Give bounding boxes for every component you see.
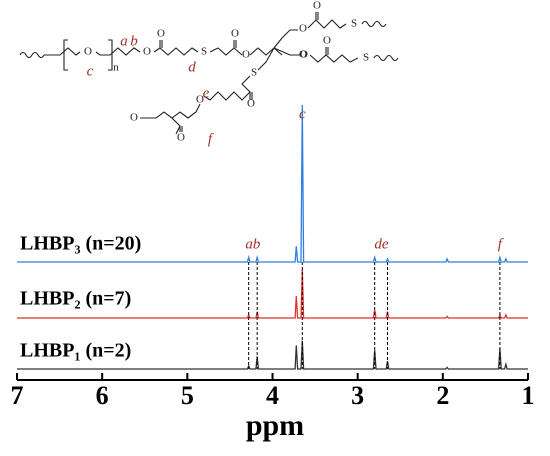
x-tick-label: 2 — [436, 381, 449, 410]
structure-label: e — [203, 85, 210, 101]
peak-label: c — [299, 106, 306, 122]
spectrum — [17, 104, 528, 263]
series-label: LHBP₃ (n=20) — [20, 233, 141, 255]
atom-label: S — [201, 46, 207, 58]
x-tick-label: 5 — [181, 381, 194, 410]
bond — [273, 47, 300, 56]
atom-label: O — [323, 35, 331, 47]
atom-label: S — [363, 52, 369, 64]
x-tick-label: 4 — [266, 381, 279, 410]
atom-label: O — [300, 49, 308, 61]
bond — [171, 103, 201, 135]
bond — [309, 54, 359, 63]
bond — [209, 47, 243, 56]
spectrum — [17, 340, 528, 370]
x-tick-label: 3 — [351, 381, 364, 410]
bond — [153, 47, 199, 56]
bond — [257, 47, 275, 71]
bond — [307, 19, 347, 29]
bracket — [63, 39, 113, 71]
bond — [273, 29, 298, 49]
x-tick-label: 1 — [522, 381, 535, 410]
bond — [95, 47, 141, 56]
bond — [140, 111, 173, 119]
bond — [315, 12, 319, 20]
x-tick-label: 7 — [11, 381, 24, 410]
atom-label: O — [247, 98, 255, 110]
structure-label: f — [208, 131, 214, 147]
atom-label: O — [157, 28, 165, 40]
atom-label: O — [84, 46, 92, 58]
atom-label: O — [177, 132, 185, 144]
bond — [249, 47, 283, 56]
wavy-bond — [361, 20, 387, 28]
atom-label: O — [299, 23, 307, 35]
atom-label: O — [143, 46, 151, 58]
x-axis: 7 6 5 4 3 2 1 — [11, 373, 535, 410]
structure-label: c — [87, 63, 94, 79]
bond — [179, 126, 183, 132]
bond — [203, 75, 251, 101]
bond — [325, 47, 329, 55]
atom-label: O — [242, 49, 250, 61]
bond — [233, 40, 237, 48]
atom-label: O — [299, 49, 307, 61]
atom-label: O — [130, 112, 138, 124]
x-axis-label: ppm — [246, 409, 304, 442]
peak-label: ab — [245, 236, 261, 252]
structure-label: d — [188, 59, 196, 75]
structure-label: b — [130, 33, 138, 49]
atom-label: O — [231, 28, 239, 40]
peak-label: f — [498, 236, 504, 252]
bond — [249, 92, 253, 100]
wavy-bond — [19, 51, 45, 59]
peak-label: de — [374, 236, 389, 252]
atom-label: S — [251, 67, 257, 79]
atom-label: O — [313, 0, 321, 12]
bond — [159, 40, 163, 48]
series-label: LHBP₂ (n=7) — [20, 288, 131, 310]
wavy-bond — [373, 54, 399, 62]
series-label: LHBP₁ (n=2) — [20, 340, 131, 362]
atom-label: O — [196, 94, 204, 106]
atom-label: S — [351, 18, 357, 30]
atom-label: n — [113, 62, 119, 74]
x-tick-label: 6 — [96, 381, 109, 410]
structure-label: a — [120, 33, 128, 49]
bond — [44, 47, 81, 56]
